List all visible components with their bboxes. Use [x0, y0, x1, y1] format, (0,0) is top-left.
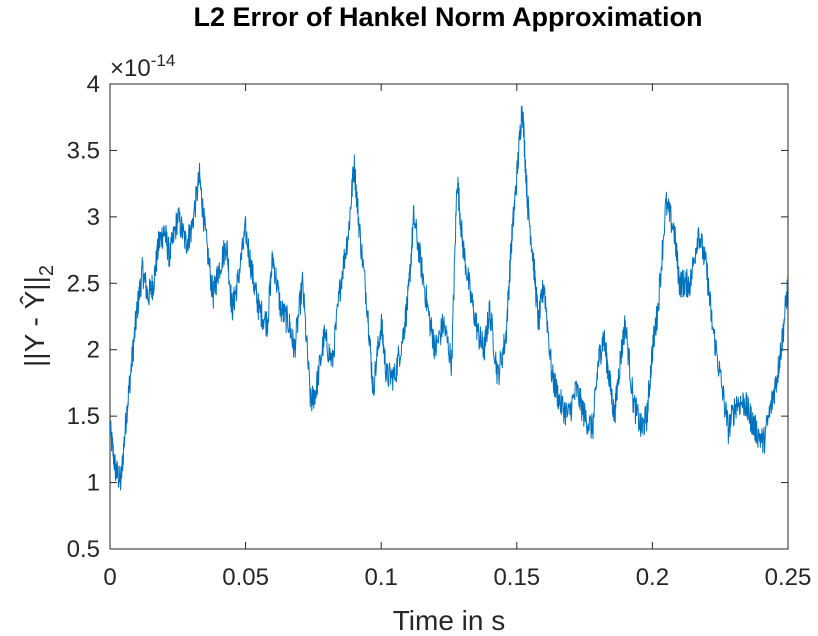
y-tick-label-6: 3.5 [67, 137, 100, 164]
y-axis-label: ||Y - Ŷ||2 [19, 265, 58, 367]
exponent-label: ×10-14 [110, 51, 175, 82]
y-tick-label-7: 4 [87, 71, 100, 98]
plot-frame [109, 83, 789, 550]
x-tick-label-5: 0.25 [765, 564, 812, 591]
y-tick-label-3: 2 [87, 337, 100, 364]
plot-area [109, 83, 789, 550]
x-tick-label-3: 0.15 [493, 564, 540, 591]
series-line [110, 105, 788, 491]
y-axis-label-main: ||Y - Ŷ|| [19, 276, 50, 367]
x-tick-label-2: 0.1 [365, 564, 398, 591]
chart-title: L2 Error of Hankel Norm Approximation [193, 2, 702, 32]
exponent-prefix: ×10 [110, 55, 151, 82]
x-axis-ticks: 0 0.05 0.1 0.15 0.2 0.25 [103, 84, 811, 591]
y-tick-label-5: 3 [87, 204, 100, 231]
exponent-power: -14 [151, 51, 176, 70]
x-tick-label-0: 0 [103, 564, 116, 591]
x-tick-label-1: 0.05 [222, 564, 269, 591]
y-tick-label-2: 1.5 [67, 403, 100, 430]
x-tick-label-4: 0.2 [636, 564, 669, 591]
x-axis-label: Time in s [393, 605, 506, 636]
y-axis-ticks: 0.5 1 1.5 2 2.5 3 3.5 4 [67, 71, 788, 563]
y-tick-label-4: 2.5 [67, 270, 100, 297]
y-tick-label-1: 1 [87, 470, 100, 497]
y-axis-label-subscript: 2 [36, 265, 58, 276]
y-tick-label-0: 0.5 [67, 536, 100, 563]
